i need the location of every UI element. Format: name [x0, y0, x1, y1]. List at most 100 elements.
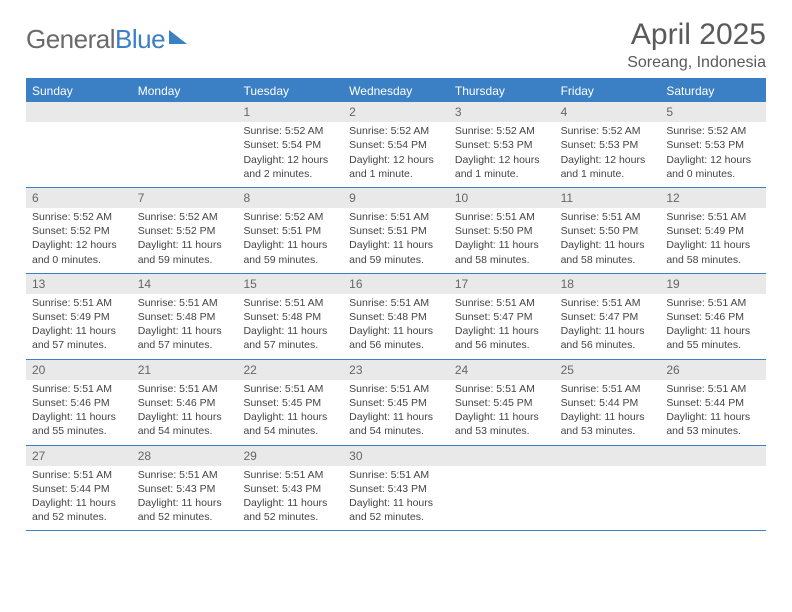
day-cell: 10Sunrise: 5:51 AMSunset: 5:50 PMDayligh… [449, 188, 555, 273]
day-number: 13 [26, 274, 132, 294]
day-number [555, 446, 661, 466]
day-cell: 17Sunrise: 5:51 AMSunset: 5:47 PMDayligh… [449, 274, 555, 359]
sunset-label: Sunset: 5:44 PM [666, 396, 760, 410]
day-cell: 16Sunrise: 5:51 AMSunset: 5:48 PMDayligh… [343, 274, 449, 359]
sunrise-label: Sunrise: 5:51 AM [138, 296, 232, 310]
sunset-label: Sunset: 5:49 PM [32, 310, 126, 324]
calendar-page: GeneralBlue April 2025 Soreang, Indonesi… [0, 0, 792, 551]
day-cell: 13Sunrise: 5:51 AMSunset: 5:49 PMDayligh… [26, 274, 132, 359]
daylight-label: Daylight: 11 hours and 56 minutes. [561, 324, 655, 352]
day-content: Sunrise: 5:51 AMSunset: 5:43 PMDaylight:… [132, 466, 238, 531]
daylight-label: Daylight: 11 hours and 54 minutes. [243, 410, 337, 438]
sunset-label: Sunset: 5:52 PM [138, 224, 232, 238]
day-cell: 28Sunrise: 5:51 AMSunset: 5:43 PMDayligh… [132, 446, 238, 531]
day-cell: 3Sunrise: 5:52 AMSunset: 5:53 PMDaylight… [449, 102, 555, 187]
sunset-label: Sunset: 5:46 PM [138, 396, 232, 410]
daylight-label: Daylight: 11 hours and 59 minutes. [243, 238, 337, 266]
day-content: Sunrise: 5:51 AMSunset: 5:44 PMDaylight:… [555, 380, 661, 445]
daylight-label: Daylight: 11 hours and 58 minutes. [666, 238, 760, 266]
location-label: Soreang, Indonesia [627, 54, 766, 72]
day-content: Sunrise: 5:51 AMSunset: 5:45 PMDaylight:… [449, 380, 555, 445]
sunrise-label: Sunrise: 5:52 AM [561, 124, 655, 138]
daylight-label: Daylight: 11 hours and 57 minutes. [32, 324, 126, 352]
day-content: Sunrise: 5:51 AMSunset: 5:50 PMDaylight:… [449, 208, 555, 273]
daylight-label: Daylight: 11 hours and 55 minutes. [666, 324, 760, 352]
sunrise-label: Sunrise: 5:51 AM [455, 210, 549, 224]
sunrise-label: Sunrise: 5:51 AM [455, 296, 549, 310]
day-cell: 9Sunrise: 5:51 AMSunset: 5:51 PMDaylight… [343, 188, 449, 273]
day-content: Sunrise: 5:52 AMSunset: 5:52 PMDaylight:… [132, 208, 238, 273]
sunrise-label: Sunrise: 5:51 AM [666, 210, 760, 224]
day-number: 16 [343, 274, 449, 294]
sunset-label: Sunset: 5:43 PM [138, 482, 232, 496]
day-content: Sunrise: 5:51 AMSunset: 5:47 PMDaylight:… [555, 294, 661, 359]
daylight-label: Daylight: 12 hours and 1 minute. [561, 153, 655, 181]
sunrise-label: Sunrise: 5:51 AM [455, 382, 549, 396]
day-number: 25 [555, 360, 661, 380]
day-number: 7 [132, 188, 238, 208]
calendar-grid: SundayMondayTuesdayWednesdayThursdayFrid… [26, 78, 766, 531]
day-number: 4 [555, 102, 661, 122]
sunrise-label: Sunrise: 5:51 AM [32, 468, 126, 482]
sunrise-label: Sunrise: 5:52 AM [349, 124, 443, 138]
day-content: Sunrise: 5:51 AMSunset: 5:50 PMDaylight:… [555, 208, 661, 273]
day-content: Sunrise: 5:51 AMSunset: 5:46 PMDaylight:… [660, 294, 766, 359]
sunrise-label: Sunrise: 5:52 AM [138, 210, 232, 224]
sunrise-label: Sunrise: 5:51 AM [561, 210, 655, 224]
daylight-label: Daylight: 11 hours and 58 minutes. [561, 238, 655, 266]
day-cell: 29Sunrise: 5:51 AMSunset: 5:43 PMDayligh… [237, 446, 343, 531]
sunrise-label: Sunrise: 5:51 AM [138, 468, 232, 482]
day-content: Sunrise: 5:51 AMSunset: 5:46 PMDaylight:… [26, 380, 132, 445]
day-content: Sunrise: 5:51 AMSunset: 5:46 PMDaylight:… [132, 380, 238, 445]
day-content: Sunrise: 5:51 AMSunset: 5:49 PMDaylight:… [26, 294, 132, 359]
day-cell: 24Sunrise: 5:51 AMSunset: 5:45 PMDayligh… [449, 360, 555, 445]
sunset-label: Sunset: 5:44 PM [32, 482, 126, 496]
daylight-label: Daylight: 12 hours and 1 minute. [349, 153, 443, 181]
day-cell: 11Sunrise: 5:51 AMSunset: 5:50 PMDayligh… [555, 188, 661, 273]
day-cell: 7Sunrise: 5:52 AMSunset: 5:52 PMDaylight… [132, 188, 238, 273]
week-row: 27Sunrise: 5:51 AMSunset: 5:44 PMDayligh… [26, 446, 766, 532]
sunset-label: Sunset: 5:52 PM [32, 224, 126, 238]
day-number: 5 [660, 102, 766, 122]
week-row: 1Sunrise: 5:52 AMSunset: 5:54 PMDaylight… [26, 102, 766, 188]
week-row: 6Sunrise: 5:52 AMSunset: 5:52 PMDaylight… [26, 188, 766, 274]
brand-logo: GeneralBlue [26, 24, 187, 55]
sunrise-label: Sunrise: 5:51 AM [666, 382, 760, 396]
day-content: Sunrise: 5:52 AMSunset: 5:54 PMDaylight:… [343, 122, 449, 187]
day-number: 6 [26, 188, 132, 208]
day-number: 20 [26, 360, 132, 380]
empty-cell [555, 446, 661, 531]
day-number: 3 [449, 102, 555, 122]
daylight-label: Daylight: 11 hours and 52 minutes. [243, 496, 337, 524]
day-number: 8 [237, 188, 343, 208]
sunset-label: Sunset: 5:53 PM [561, 138, 655, 152]
day-number: 9 [343, 188, 449, 208]
day-content: Sunrise: 5:51 AMSunset: 5:48 PMDaylight:… [237, 294, 343, 359]
daylight-label: Daylight: 11 hours and 53 minutes. [666, 410, 760, 438]
day-number: 1 [237, 102, 343, 122]
daylight-label: Daylight: 11 hours and 52 minutes. [349, 496, 443, 524]
day-cell: 19Sunrise: 5:51 AMSunset: 5:46 PMDayligh… [660, 274, 766, 359]
empty-cell [26, 102, 132, 187]
sunset-label: Sunset: 5:44 PM [561, 396, 655, 410]
day-cell: 4 Sunrise: 5:52 AMSunset: 5:53 PMDaylight… [555, 102, 661, 187]
sunrise-label: Sunrise: 5:52 AM [666, 124, 760, 138]
sunrise-label: Sunrise: 5:52 AM [243, 210, 337, 224]
day-cell: 21Sunrise: 5:51 AMSunset: 5:46 PMDayligh… [132, 360, 238, 445]
sunset-label: Sunset: 5:50 PM [455, 224, 549, 238]
day-number: 10 [449, 188, 555, 208]
day-content: Sunrise: 5:51 AMSunset: 5:45 PMDaylight:… [237, 380, 343, 445]
month-title: April 2025 [627, 18, 766, 52]
day-cell: 27Sunrise: 5:51 AMSunset: 5:44 PMDayligh… [26, 446, 132, 531]
sunset-label: Sunset: 5:51 PM [349, 224, 443, 238]
day-content: Sunrise: 5:51 AMSunset: 5:44 PMDaylight:… [660, 380, 766, 445]
day-content: Sunrise: 5:51 AMSunset: 5:51 PMDaylight:… [343, 208, 449, 273]
sunset-label: Sunset: 5:46 PM [666, 310, 760, 324]
daylight-label: Daylight: 12 hours and 1 minute. [455, 153, 549, 181]
day-number: 14 [132, 274, 238, 294]
daylight-label: Daylight: 11 hours and 52 minutes. [32, 496, 126, 524]
day-content: Sunrise: 5:52 AMSunset: 5:53 PMDaylight:… [449, 122, 555, 187]
daylight-label: Daylight: 11 hours and 59 minutes. [349, 238, 443, 266]
day-content: Sunrise: 5:52 AMSunset: 5:53 PMDaylight:… [660, 122, 766, 187]
day-cell: 23Sunrise: 5:51 AMSunset: 5:45 PMDayligh… [343, 360, 449, 445]
